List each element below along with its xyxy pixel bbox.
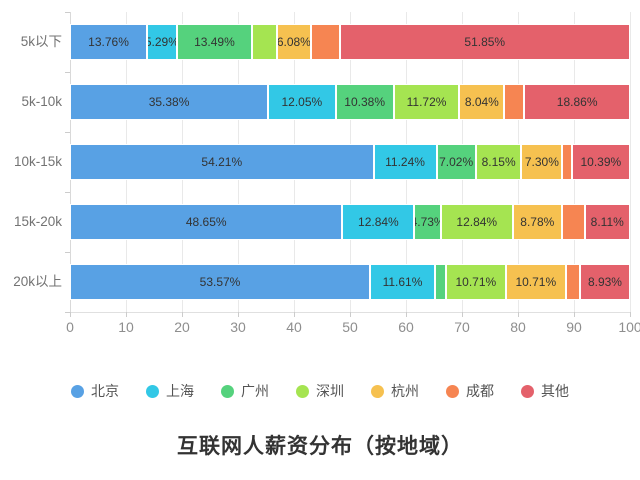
y-axis-tick [65,252,70,253]
bar-segment-深圳: 8.15% [475,144,522,180]
bar-segment-北京: 13.76% [70,24,148,60]
bar-segment-杭州: 6.08% [276,24,311,60]
x-axis-line [65,312,631,313]
bar-segment-上海: 11.61% [369,264,435,300]
x-axis-tick [70,312,71,317]
x-axis-tick [294,312,295,317]
bar-row: 48.65%12.84%4.73%12.84%8.78%8.11% [70,204,630,240]
bar-segment-杭州: 8.78% [512,204,562,240]
x-axis-tick [574,312,575,317]
bar-segment-其他: 8.11% [584,204,630,240]
bar-segment-上海: 12.84% [342,204,415,240]
bar-segment-北京: 53.57% [70,264,370,300]
bar-segment-成都 [561,204,585,240]
bar-segment-广州 [435,264,446,300]
legend-color-dot [371,384,384,398]
bar-segment-杭州: 7.30% [521,144,563,180]
x-axis-tick-label: 0 [66,319,74,335]
bar-row: 53.57% 11.61% 10.71% 10.71% 8.93% [70,264,630,300]
legend-color-dot [221,384,234,398]
legend-color-dot [146,384,159,398]
legend-item-上海[interactable]: 上海 [146,381,194,401]
bar-segment-其他: 8.93% [579,264,630,300]
legend-item-深圳[interactable]: 深圳 [296,381,344,401]
y-axis-tick [65,12,70,13]
bar-segment-上海: 11.24% [373,144,437,180]
legend-item-广州[interactable]: 广州 [221,381,269,401]
y-axis-tick [65,312,70,313]
x-axis-tick [630,312,631,317]
x-axis-tick-label: 70 [454,319,470,335]
legend-item-杭州[interactable]: 杭州 [371,381,419,401]
bar-segment-北京: 35.38% [70,84,269,120]
x-axis-tick [350,312,351,317]
x-axis-tick [238,312,239,317]
bar-segment-广州: 10.38% [335,84,394,120]
bar-segment-深圳 [252,24,277,60]
x-axis-tick [406,312,407,317]
x-axis-tick-label: 20 [174,319,190,335]
bar-row: 35.38% 12.05% 10.38% 11.72% 8.04% 18.86% [70,84,630,120]
legend-color-dot [296,384,309,398]
bar-segment-北京: 54.21% [70,144,374,180]
bar-segment-成都 [565,264,580,300]
legend-label: 其他 [541,383,569,399]
x-axis-tick-label: 10 [118,319,134,335]
bar-segment-上海: 12.05% [268,84,336,120]
legend-label: 杭州 [391,383,419,399]
bar-segment-其他: 10.39% [571,144,630,180]
bar-segment-成都 [504,84,525,120]
y-axis-category-label: 5k以下 [20,34,62,49]
x-axis-tick [182,312,183,317]
bar-segment-深圳: 12.84% [440,204,513,240]
legend-item-成都[interactable]: 成都 [446,381,494,401]
x-axis-tick-label: 30 [230,319,246,335]
legend-color-dot [521,384,534,398]
chart-title: 互联网人薪资分布（按地域） [177,435,463,458]
legend-color-dot [446,384,459,398]
x-axis-tick-label: 50 [342,319,358,335]
bar-segment-其他: 18.86% [524,84,630,120]
y-axis-category-label: 10k-15k [13,154,62,169]
x-axis-tick-label: 90 [566,319,582,335]
legend-label: 成都 [466,383,494,399]
grid-line [630,12,631,312]
x-axis-tick [518,312,519,317]
legend: 北京 上海 广州 深圳 杭州 成都 其他 [0,381,640,401]
bar-row: 54.21% 11.24% 7.02% 8.15% 7.30% 10.39% [70,144,630,180]
bar-segment-北京: 48.65% [70,204,343,240]
y-axis-tick [65,72,70,73]
bar-segment-广州: 4.73% [414,204,441,240]
bar-segment-成都 [562,144,572,180]
legend-label: 上海 [166,383,194,399]
bar-segment-杭州: 10.71% [505,264,566,300]
bar-row: 13.76%5.29%13.49% 6.08% 51.85% [70,24,630,60]
bar-segment-成都 [310,24,340,60]
legend-label: 北京 [91,383,119,399]
bar-segment-其他: 51.85% [339,24,630,60]
legend-label: 深圳 [316,383,344,399]
y-axis-tick [65,192,70,193]
bar-segment-广州: 7.02% [436,144,476,180]
bar-segment-深圳: 11.72% [393,84,460,120]
bar-segment-上海: 5.29% [147,24,177,60]
y-axis-category-label: 15k-20k [13,214,62,229]
legend-label: 广州 [241,383,269,399]
bar-segment-杭州: 8.04% [459,84,505,120]
y-axis-category-label: 20k以上 [13,274,62,289]
x-axis-tick-label: 100 [618,319,640,335]
x-axis-tick-label: 80 [510,319,526,335]
bar-segment-广州: 13.49% [176,24,253,60]
x-axis-tick-label: 40 [286,319,302,335]
x-axis-tick-label: 60 [398,319,414,335]
bar-segment-深圳: 10.71% [445,264,506,300]
y-axis-category-label: 5k-10k [21,94,62,109]
y-axis-tick [65,132,70,133]
legend-item-北京[interactable]: 北京 [71,381,119,401]
legend-item-其他[interactable]: 其他 [521,381,569,401]
x-axis-tick [126,312,127,317]
legend-color-dot [71,384,84,398]
x-axis-tick [462,312,463,317]
